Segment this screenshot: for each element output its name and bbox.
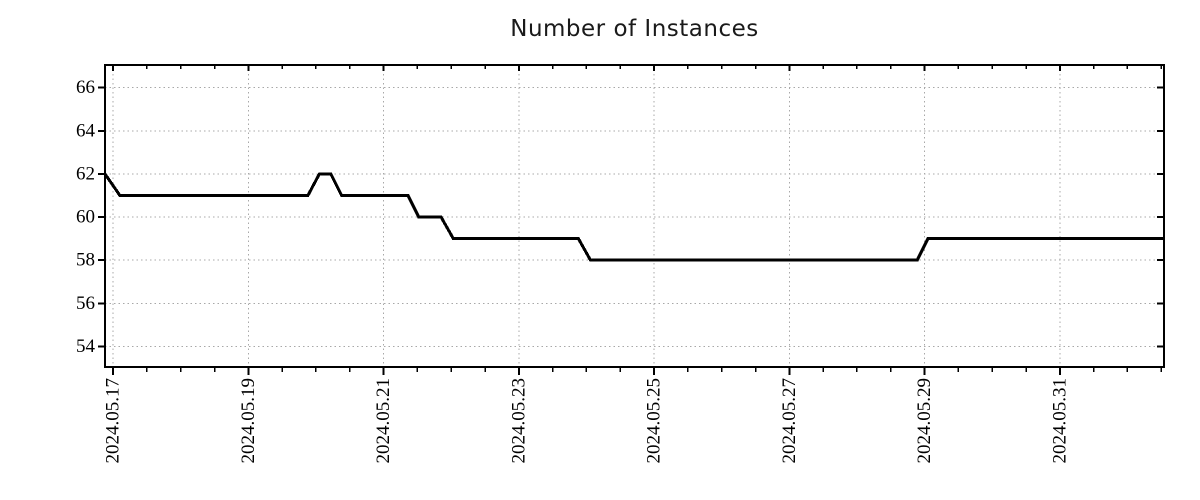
y-tick-label: 58 (76, 250, 95, 271)
y-tick-label: 62 (76, 163, 95, 184)
x-tick-label: 2024.05.31 (1049, 378, 1070, 464)
x-tick-label: 2024.05.21 (373, 378, 394, 464)
y-tick-label: 64 (76, 120, 96, 141)
y-tick-label: 56 (76, 293, 95, 314)
x-tick-label: 2024.05.23 (508, 378, 529, 464)
x-tick-label: 2024.05.17 (103, 378, 124, 464)
plot-border (104, 64, 1165, 368)
y-tick-label: 66 (76, 77, 95, 98)
y-tick-label: 54 (76, 336, 96, 357)
x-tick-label: 2024.05.25 (644, 378, 665, 464)
y-tick-label: 60 (76, 207, 95, 228)
data-line-instances (103, 172, 1164, 262)
x-tick-label: 2024.05.19 (238, 378, 259, 464)
x-tick-label: 2024.05.27 (779, 378, 800, 464)
x-tick-label: 2024.05.29 (914, 378, 935, 464)
chart-title: Number of Instances (510, 16, 759, 42)
